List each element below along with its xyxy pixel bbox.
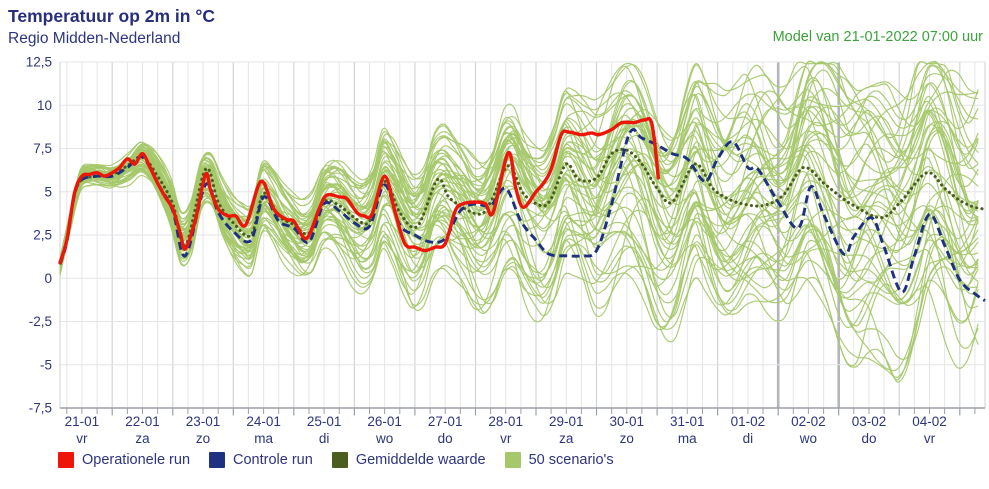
legend-label: Gemiddelde waarde (355, 452, 486, 468)
operational-run-swatch (58, 452, 74, 468)
legend-item-mean: Gemiddelde waarde (331, 452, 486, 468)
mean-value-swatch (331, 452, 348, 468)
x-axis-day-label: do (438, 431, 453, 446)
x-axis-date-label: 24-01 (246, 414, 281, 429)
scenario-line (59, 61, 979, 260)
y-axis-label: -2,5 (29, 314, 52, 329)
legend-item-operational: Operationele run (58, 452, 190, 468)
y-axis-label: 0 (44, 271, 52, 286)
y-axis-label: -7,5 (29, 401, 52, 416)
x-axis-day-label: wo (799, 431, 817, 446)
x-axis-date-label: 21-01 (65, 414, 100, 429)
x-axis-day-label: di (319, 431, 330, 446)
y-axis-label: 5 (44, 184, 52, 199)
x-axis-day-label: zo (620, 431, 634, 446)
x-axis-day-label: di (743, 431, 754, 446)
scenario-line (59, 62, 979, 261)
x-axis-date-label: 29-01 (549, 414, 584, 429)
y-axis-label: -5 (40, 357, 52, 372)
legend-item-control: Controle run (209, 452, 313, 468)
x-axis-date-label: 30-01 (610, 414, 645, 429)
x-axis-day-label: vr (76, 431, 88, 446)
legend-label: Controle run (233, 452, 313, 468)
x-axis-date-label: 01-02 (731, 414, 766, 429)
x-axis-date-label: 27-01 (428, 414, 463, 429)
chart-legend: Operationele run Controle run Gemiddelde… (58, 452, 614, 468)
x-axis-day-label: ma (254, 431, 273, 446)
x-axis-date-label: 23-01 (186, 414, 221, 429)
x-axis-date-label: 25-01 (307, 414, 342, 429)
legend-label: 50 scenario's (528, 452, 614, 468)
operational-run-line (58, 116, 660, 265)
x-axis-day-label: wo (375, 431, 393, 446)
x-axis-date-label: 26-01 (367, 414, 402, 429)
y-axis-label: 12,5 (26, 55, 52, 70)
model-run-info: Model van 21-01-2022 07:00 uur (772, 29, 983, 45)
y-axis-label: 2,5 (33, 228, 52, 243)
x-axis-day-label: za (135, 431, 150, 446)
y-axis-label: 7,5 (33, 141, 52, 156)
x-axis-day-label: za (559, 431, 574, 446)
legend-item-scenarios: 50 scenario's (504, 452, 614, 468)
x-axis-day-label: vr (500, 431, 512, 446)
page-subtitle: Regio Midden-Nederland (8, 30, 181, 47)
scenario-line (59, 69, 979, 259)
x-axis-day-label: zo (196, 431, 210, 446)
scenarios-swatch (504, 452, 521, 468)
x-axis-day-label: do (861, 431, 876, 446)
legend-label: Operationele run (82, 452, 191, 468)
x-axis-day-label: vr (924, 431, 936, 446)
x-axis-date-label: 31-01 (670, 414, 705, 429)
x-axis-date-label: 22-01 (125, 414, 160, 429)
page-title: Temperatuur op 2m in °C (8, 6, 215, 26)
x-axis-date-label: 02-02 (791, 414, 826, 429)
x-axis-date-label: 03-02 (852, 414, 887, 429)
control-run-swatch (209, 452, 226, 468)
scenario-line (59, 162, 979, 305)
scenario-line (59, 64, 979, 260)
y-axis-label: 10 (37, 98, 52, 113)
x-axis-day-label: ma (678, 431, 697, 446)
x-axis-date-label: 28-01 (488, 414, 523, 429)
x-axis-date-label: 04-02 (912, 414, 947, 429)
scenario-line (59, 61, 979, 262)
